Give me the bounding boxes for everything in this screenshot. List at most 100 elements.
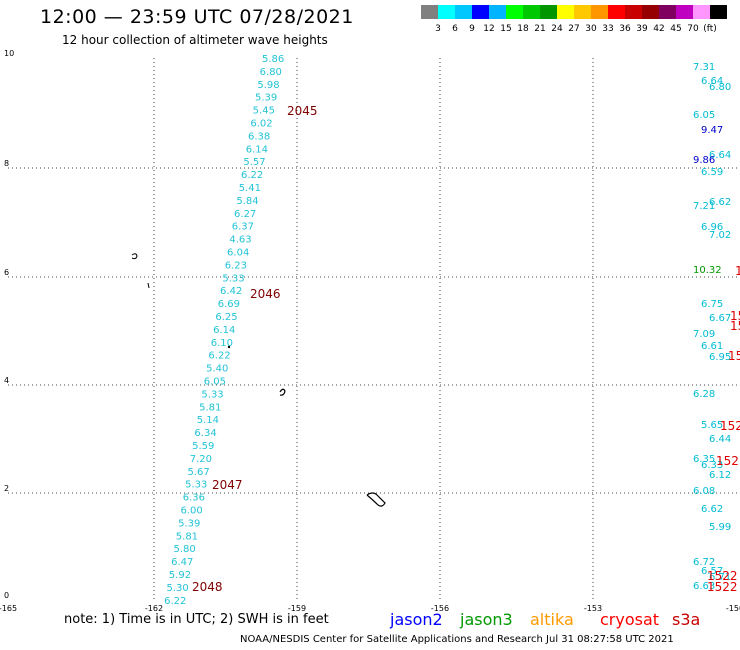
track-time-label: 1522 xyxy=(707,580,738,594)
wave-height-label: 5.14 xyxy=(197,415,219,426)
wave-height-label: 6.14 xyxy=(213,325,235,336)
x-tick-label: -165 xyxy=(0,604,17,613)
color-swatch xyxy=(642,5,659,19)
wave-height-label: 6.37 xyxy=(232,222,254,233)
wave-height-label: 5.41 xyxy=(239,183,261,194)
wave-height-label: 5.39 xyxy=(178,518,200,529)
color-scale-label: (ft) xyxy=(703,24,717,34)
wave-height-label: 5.39 xyxy=(255,93,277,104)
wave-height-label: 7.31 xyxy=(693,62,715,73)
wave-height-label: 6.62 xyxy=(709,197,731,208)
wave-height-label: 6.64 xyxy=(701,76,723,87)
color-scale-label: 3 xyxy=(435,24,441,34)
wave-height-label: 6.59 xyxy=(701,167,723,178)
color-swatch xyxy=(574,5,591,19)
wave-height-label: 6.71 xyxy=(709,572,731,583)
wave-height-label: 5.33 xyxy=(201,389,223,400)
wave-height-label: 6.67 xyxy=(709,313,731,324)
y-tick-label: 2 xyxy=(4,484,9,493)
wave-height-label: 6.14 xyxy=(246,144,268,155)
x-tick-label: -153 xyxy=(584,604,602,613)
track-time-label: 2046 xyxy=(250,287,281,301)
wave-height-label: 5.98 xyxy=(257,80,279,91)
wave-height-label: 6.28 xyxy=(693,389,715,400)
legend-jason3: jason3 xyxy=(460,610,513,629)
legend-s3a: s3a xyxy=(672,610,701,629)
footnote: note: 1) Time is in UTC; 2) SWH is in fe… xyxy=(64,612,329,627)
wave-height-label: 5.33 xyxy=(185,480,207,491)
wave-height-label: 5.99 xyxy=(709,522,731,533)
color-scale-label: 45 xyxy=(670,24,682,34)
color-scale-label: 21 xyxy=(534,24,546,34)
wave-height-label: 6.62 xyxy=(701,504,723,515)
wave-height-label: 6.22 xyxy=(241,170,263,181)
wave-height-label: 5.84 xyxy=(236,196,258,207)
wave-height-label: 5.81 xyxy=(199,402,221,413)
wave-height-label: 6.12 xyxy=(709,470,731,481)
island-outline xyxy=(227,345,231,349)
wave-height-label: 6.35 xyxy=(693,454,715,465)
wave-height-label: 6.00 xyxy=(180,506,202,517)
color-swatch xyxy=(523,5,540,19)
color-scale-label: 18 xyxy=(517,24,529,34)
island-outline xyxy=(131,253,138,260)
color-swatch xyxy=(472,5,489,19)
track-time-label: 152 xyxy=(716,454,739,468)
legend-cryosat: cryosat xyxy=(600,610,660,629)
y-tick-label: 4 xyxy=(4,376,9,385)
wave-height-label: 5.59 xyxy=(192,441,214,452)
color-scale-label: 12 xyxy=(483,24,495,34)
color-swatch xyxy=(489,5,506,19)
wave-height-label: 7.20 xyxy=(190,454,212,465)
x-tick-label: -162 xyxy=(145,604,163,613)
wave-height-label: 6.95 xyxy=(709,352,731,363)
y-tick-label: 6 xyxy=(4,268,9,277)
island-outline xyxy=(147,282,150,289)
wave-height-label: 9.86 xyxy=(693,155,715,166)
color-swatch xyxy=(710,5,727,19)
wave-height-label: 6.80 xyxy=(709,82,731,93)
color-swatch xyxy=(557,5,574,19)
wave-height-label: 7.09 xyxy=(693,329,715,340)
wave-height-label: 6.25 xyxy=(215,312,237,323)
wave-height-label: 6.80 xyxy=(260,67,282,78)
y-tick-label: 8 xyxy=(4,159,9,168)
color-swatch xyxy=(438,5,455,19)
wave-height-label: 6.23 xyxy=(225,260,247,271)
color-swatch xyxy=(506,5,523,19)
track-time-label: 2045 xyxy=(287,104,318,118)
color-swatch xyxy=(608,5,625,19)
x-tick-label: -156 xyxy=(431,604,449,613)
wave-height-label: 6.34 xyxy=(194,428,216,439)
wave-height-label: 5.45 xyxy=(253,106,275,117)
y-tick-label: 10 xyxy=(4,49,14,58)
color-scale-label: 15 xyxy=(500,24,512,34)
island-outline xyxy=(366,492,386,507)
track-time-label: 152 xyxy=(728,349,740,363)
color-scale-label: 36 xyxy=(619,24,631,34)
track-time-label: 152 xyxy=(720,419,740,433)
wave-height-label: 6.05 xyxy=(204,377,226,388)
wave-height-label: 6.05 xyxy=(693,110,715,121)
color-scale-label: 6 xyxy=(452,24,458,34)
wave-height-label: 6.08 xyxy=(693,486,715,497)
track-time-label: 2048 xyxy=(192,580,223,594)
wave-height-label: 6.27 xyxy=(234,209,256,220)
color-swatch xyxy=(676,5,693,19)
color-scale-label: 33 xyxy=(602,24,614,34)
wave-height-label: 6.42 xyxy=(220,286,242,297)
wave-height-label: 5.57 xyxy=(243,157,265,168)
wave-height-label: 5.67 xyxy=(187,467,209,478)
legend-altika: altika xyxy=(530,610,574,629)
wave-height-label: 5.40 xyxy=(206,364,228,375)
wave-height-label: 6.72 xyxy=(693,557,715,568)
wave-height-label: 6.22 xyxy=(164,596,186,607)
color-scale-label: 42 xyxy=(653,24,665,34)
color-swatch xyxy=(421,5,438,19)
legend-jason2: jason2 xyxy=(390,610,443,629)
wave-height-label: 5.86 xyxy=(262,54,284,65)
wave-height-label: 4.63 xyxy=(229,235,251,246)
island-outline xyxy=(279,388,286,396)
